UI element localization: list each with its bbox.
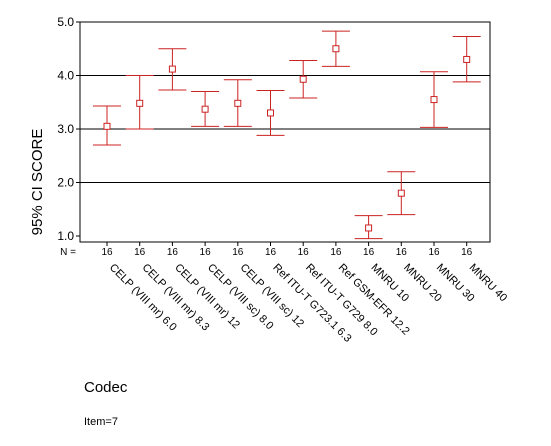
n-count-label: 16 (298, 247, 310, 258)
error-bar-group (125, 75, 154, 130)
error-bar-group (158, 48, 187, 91)
mean-marker (103, 122, 111, 130)
mean-marker (332, 45, 340, 53)
n-count-row: N = 16 16 16 16 16 16 16 16 16 16 16 16 (60, 242, 473, 258)
mean-marker (463, 55, 471, 63)
y-tick-label: 5.0 (57, 15, 74, 29)
n-count-label: 16 (232, 247, 244, 258)
mean-marker (168, 65, 176, 73)
error-bar-group (223, 79, 252, 127)
n-count-label: 16 (396, 247, 408, 258)
n-count-label: 16 (363, 247, 375, 258)
footnote-item: Item=7 (84, 416, 118, 428)
y-tick-label: 3.0 (57, 122, 74, 136)
plot-border (79, 21, 491, 243)
mean-marker (267, 109, 274, 117)
n-prefix-label: N = (60, 247, 76, 258)
mean-marker (365, 224, 373, 232)
mean-marker (136, 99, 144, 107)
y-tick-label: 2.0 (57, 176, 74, 190)
error-bar-group (93, 105, 121, 146)
error-bar-group (452, 35, 481, 83)
y-tick-label: 1.0 (57, 229, 74, 243)
n-count-label: 16 (428, 247, 440, 258)
error-bar-group (321, 30, 350, 67)
n-count-label: 16 (101, 247, 113, 258)
n-count-label: 16 (167, 247, 179, 258)
error-bar-group (289, 60, 318, 99)
x-axis-title: Codec (84, 379, 128, 396)
mean-marker (201, 105, 209, 113)
n-count-label: 16 (265, 247, 277, 258)
n-count-label: 16 (461, 247, 473, 258)
data-marks (93, 30, 481, 240)
y-axis: 1.0 2.0 3.0 4.0 5.0 (57, 15, 80, 243)
mean-marker (430, 96, 438, 104)
error-bar-group (387, 171, 416, 216)
y-axis-title: 95% CI SCORE (29, 129, 46, 236)
mean-marker (234, 99, 242, 107)
n-count-label: 16 (134, 247, 146, 258)
n-count-label: 16 (330, 247, 342, 258)
error-bar-group (420, 71, 448, 128)
plot-frame (79, 21, 491, 243)
n-count-label: 16 (200, 247, 212, 258)
mean-marker (299, 75, 307, 83)
y-tick-label: 4.0 (57, 69, 74, 83)
error-bar-group (191, 91, 220, 127)
error-bar-group (256, 89, 285, 136)
error-bar-group (354, 215, 383, 240)
mean-marker (397, 189, 405, 197)
